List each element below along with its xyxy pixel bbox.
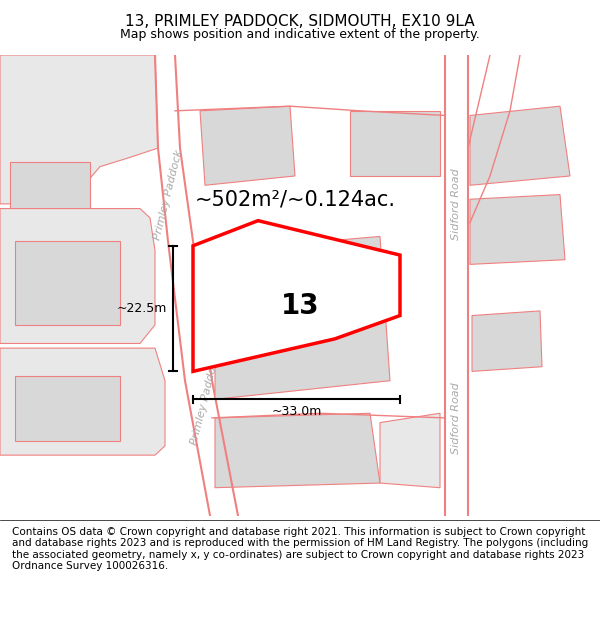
Text: 13: 13 — [281, 292, 319, 320]
Text: Primley Paddock: Primley Paddock — [152, 148, 184, 241]
Polygon shape — [472, 311, 542, 371]
Polygon shape — [215, 413, 380, 488]
Polygon shape — [200, 106, 295, 185]
Polygon shape — [15, 376, 120, 441]
Text: Primley Paddock: Primley Paddock — [189, 353, 221, 446]
Polygon shape — [470, 194, 565, 264]
Polygon shape — [193, 221, 400, 371]
Polygon shape — [0, 348, 165, 455]
Text: ~502m²/~0.124ac.: ~502m²/~0.124ac. — [194, 189, 395, 209]
Polygon shape — [470, 106, 570, 185]
Polygon shape — [0, 55, 158, 204]
Text: ~22.5m: ~22.5m — [116, 302, 167, 315]
Text: ~33.0m: ~33.0m — [271, 405, 322, 418]
Polygon shape — [350, 111, 440, 176]
Text: Contains OS data © Crown copyright and database right 2021. This information is : Contains OS data © Crown copyright and d… — [12, 526, 588, 571]
Polygon shape — [10, 162, 90, 227]
Text: Sidford Road: Sidford Road — [451, 382, 461, 454]
Text: Sidford Road: Sidford Road — [451, 168, 461, 240]
Polygon shape — [380, 413, 440, 488]
Polygon shape — [215, 236, 390, 399]
Polygon shape — [15, 241, 120, 325]
Text: 13, PRIMLEY PADDOCK, SIDMOUTH, EX10 9LA: 13, PRIMLEY PADDOCK, SIDMOUTH, EX10 9LA — [125, 14, 475, 29]
Text: Map shows position and indicative extent of the property.: Map shows position and indicative extent… — [120, 28, 480, 41]
Polygon shape — [0, 209, 155, 344]
